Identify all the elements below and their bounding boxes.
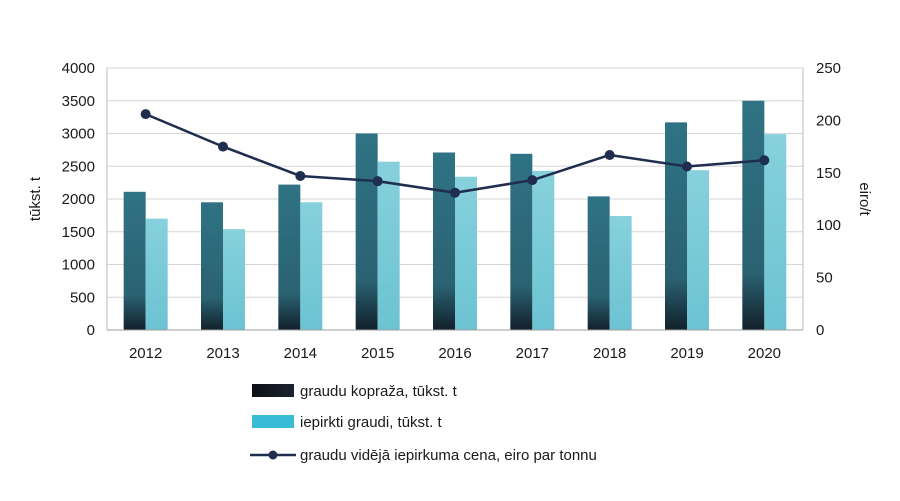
bar-harvest bbox=[278, 184, 301, 330]
x-tick-label: 2012 bbox=[129, 345, 162, 362]
bar-purchased bbox=[223, 229, 245, 330]
price-point bbox=[682, 161, 692, 172]
right-tick-label: 250 bbox=[816, 60, 841, 77]
x-tick-label: 2016 bbox=[438, 345, 471, 362]
left-tick-label: 500 bbox=[70, 289, 95, 306]
legend: graudu kopraža, tūkst. t iepirkti graudi… bbox=[250, 383, 597, 464]
bar-harvest bbox=[742, 100, 765, 330]
right-tick-label: 50 bbox=[816, 270, 833, 287]
x-tick-label: 2013 bbox=[206, 345, 239, 362]
left-tick-label: 3000 bbox=[62, 126, 95, 143]
price-line bbox=[140, 109, 770, 198]
legend-label-purchased: iepirkti graudi, tūkst. t bbox=[300, 414, 443, 431]
legend-label-price: graudu vidējā iepirkuma cena, eiro par t… bbox=[300, 447, 597, 464]
bar-harvest bbox=[123, 191, 146, 330]
price-point bbox=[140, 109, 151, 120]
price-point bbox=[450, 187, 460, 198]
legend-swatch-purchased bbox=[252, 415, 294, 428]
x-tick-label: 2015 bbox=[361, 345, 394, 362]
left-tick-label: 3500 bbox=[62, 93, 95, 110]
bar-purchased bbox=[764, 134, 787, 330]
x-tick-label: 2019 bbox=[670, 345, 703, 362]
right-axis-ticks: 0 50 100 150 200 250 bbox=[816, 60, 841, 339]
y-axis-title-right: eiro/t bbox=[856, 182, 873, 216]
legend-item-price: graudu vidējā iepirkuma cena, eiro par t… bbox=[250, 447, 597, 464]
legend-item-harvest: graudu kopraža, tūkst. t bbox=[252, 383, 458, 400]
legend-marker-price bbox=[268, 450, 278, 460]
right-tick-label: 150 bbox=[816, 165, 841, 182]
left-tick-label: 1500 bbox=[62, 224, 95, 241]
price-point bbox=[604, 149, 615, 160]
y-axis-title-left: tūkst. t bbox=[27, 176, 44, 221]
bar-harvest bbox=[433, 152, 455, 330]
bar-harvest bbox=[355, 133, 378, 330]
bar-purchased bbox=[687, 170, 709, 330]
bar-purchased bbox=[145, 218, 168, 330]
axes bbox=[106, 68, 804, 331]
legend-label-harvest: graudu kopraža, tūkst. t bbox=[300, 383, 458, 400]
bar-purchased bbox=[300, 202, 323, 330]
price-point bbox=[759, 155, 770, 166]
x-tick-label: 2014 bbox=[284, 345, 317, 362]
x-tick-label: 2018 bbox=[593, 345, 626, 362]
left-axis-ticks: 0 500 1000 1500 2000 2500 3000 3500 4000 bbox=[62, 60, 95, 339]
price-point bbox=[372, 176, 383, 187]
price-point bbox=[218, 141, 228, 152]
bar-purchased bbox=[455, 176, 477, 330]
bar-purchased bbox=[532, 170, 555, 330]
left-tick-label: 2500 bbox=[62, 158, 95, 175]
price-point bbox=[295, 170, 306, 181]
left-tick-label: 0 bbox=[87, 322, 95, 339]
right-tick-label: 0 bbox=[816, 322, 824, 339]
bar-harvest bbox=[510, 153, 533, 330]
x-tick-label: 2020 bbox=[748, 345, 781, 362]
x-axis-ticks: 2012 2013 2014 2015 2016 2017 2018 2019 2020 bbox=[129, 345, 781, 362]
price-point bbox=[527, 175, 538, 186]
right-tick-label: 200 bbox=[816, 112, 841, 129]
left-tick-label: 1000 bbox=[62, 257, 95, 274]
legend-item-purchased: iepirkti graudi, tūkst. t bbox=[252, 414, 443, 431]
bar-harvest bbox=[665, 122, 687, 331]
bar-purchased bbox=[609, 216, 632, 330]
bars bbox=[123, 100, 787, 331]
bar-harvest bbox=[587, 196, 610, 330]
right-tick-label: 100 bbox=[816, 217, 841, 234]
legend-swatch-harvest bbox=[252, 384, 294, 397]
x-tick-label: 2017 bbox=[516, 345, 549, 362]
left-tick-label: 4000 bbox=[62, 60, 95, 77]
bar-harvest bbox=[201, 202, 223, 330]
left-tick-label: 2000 bbox=[62, 191, 95, 208]
bar-purchased bbox=[377, 161, 400, 330]
